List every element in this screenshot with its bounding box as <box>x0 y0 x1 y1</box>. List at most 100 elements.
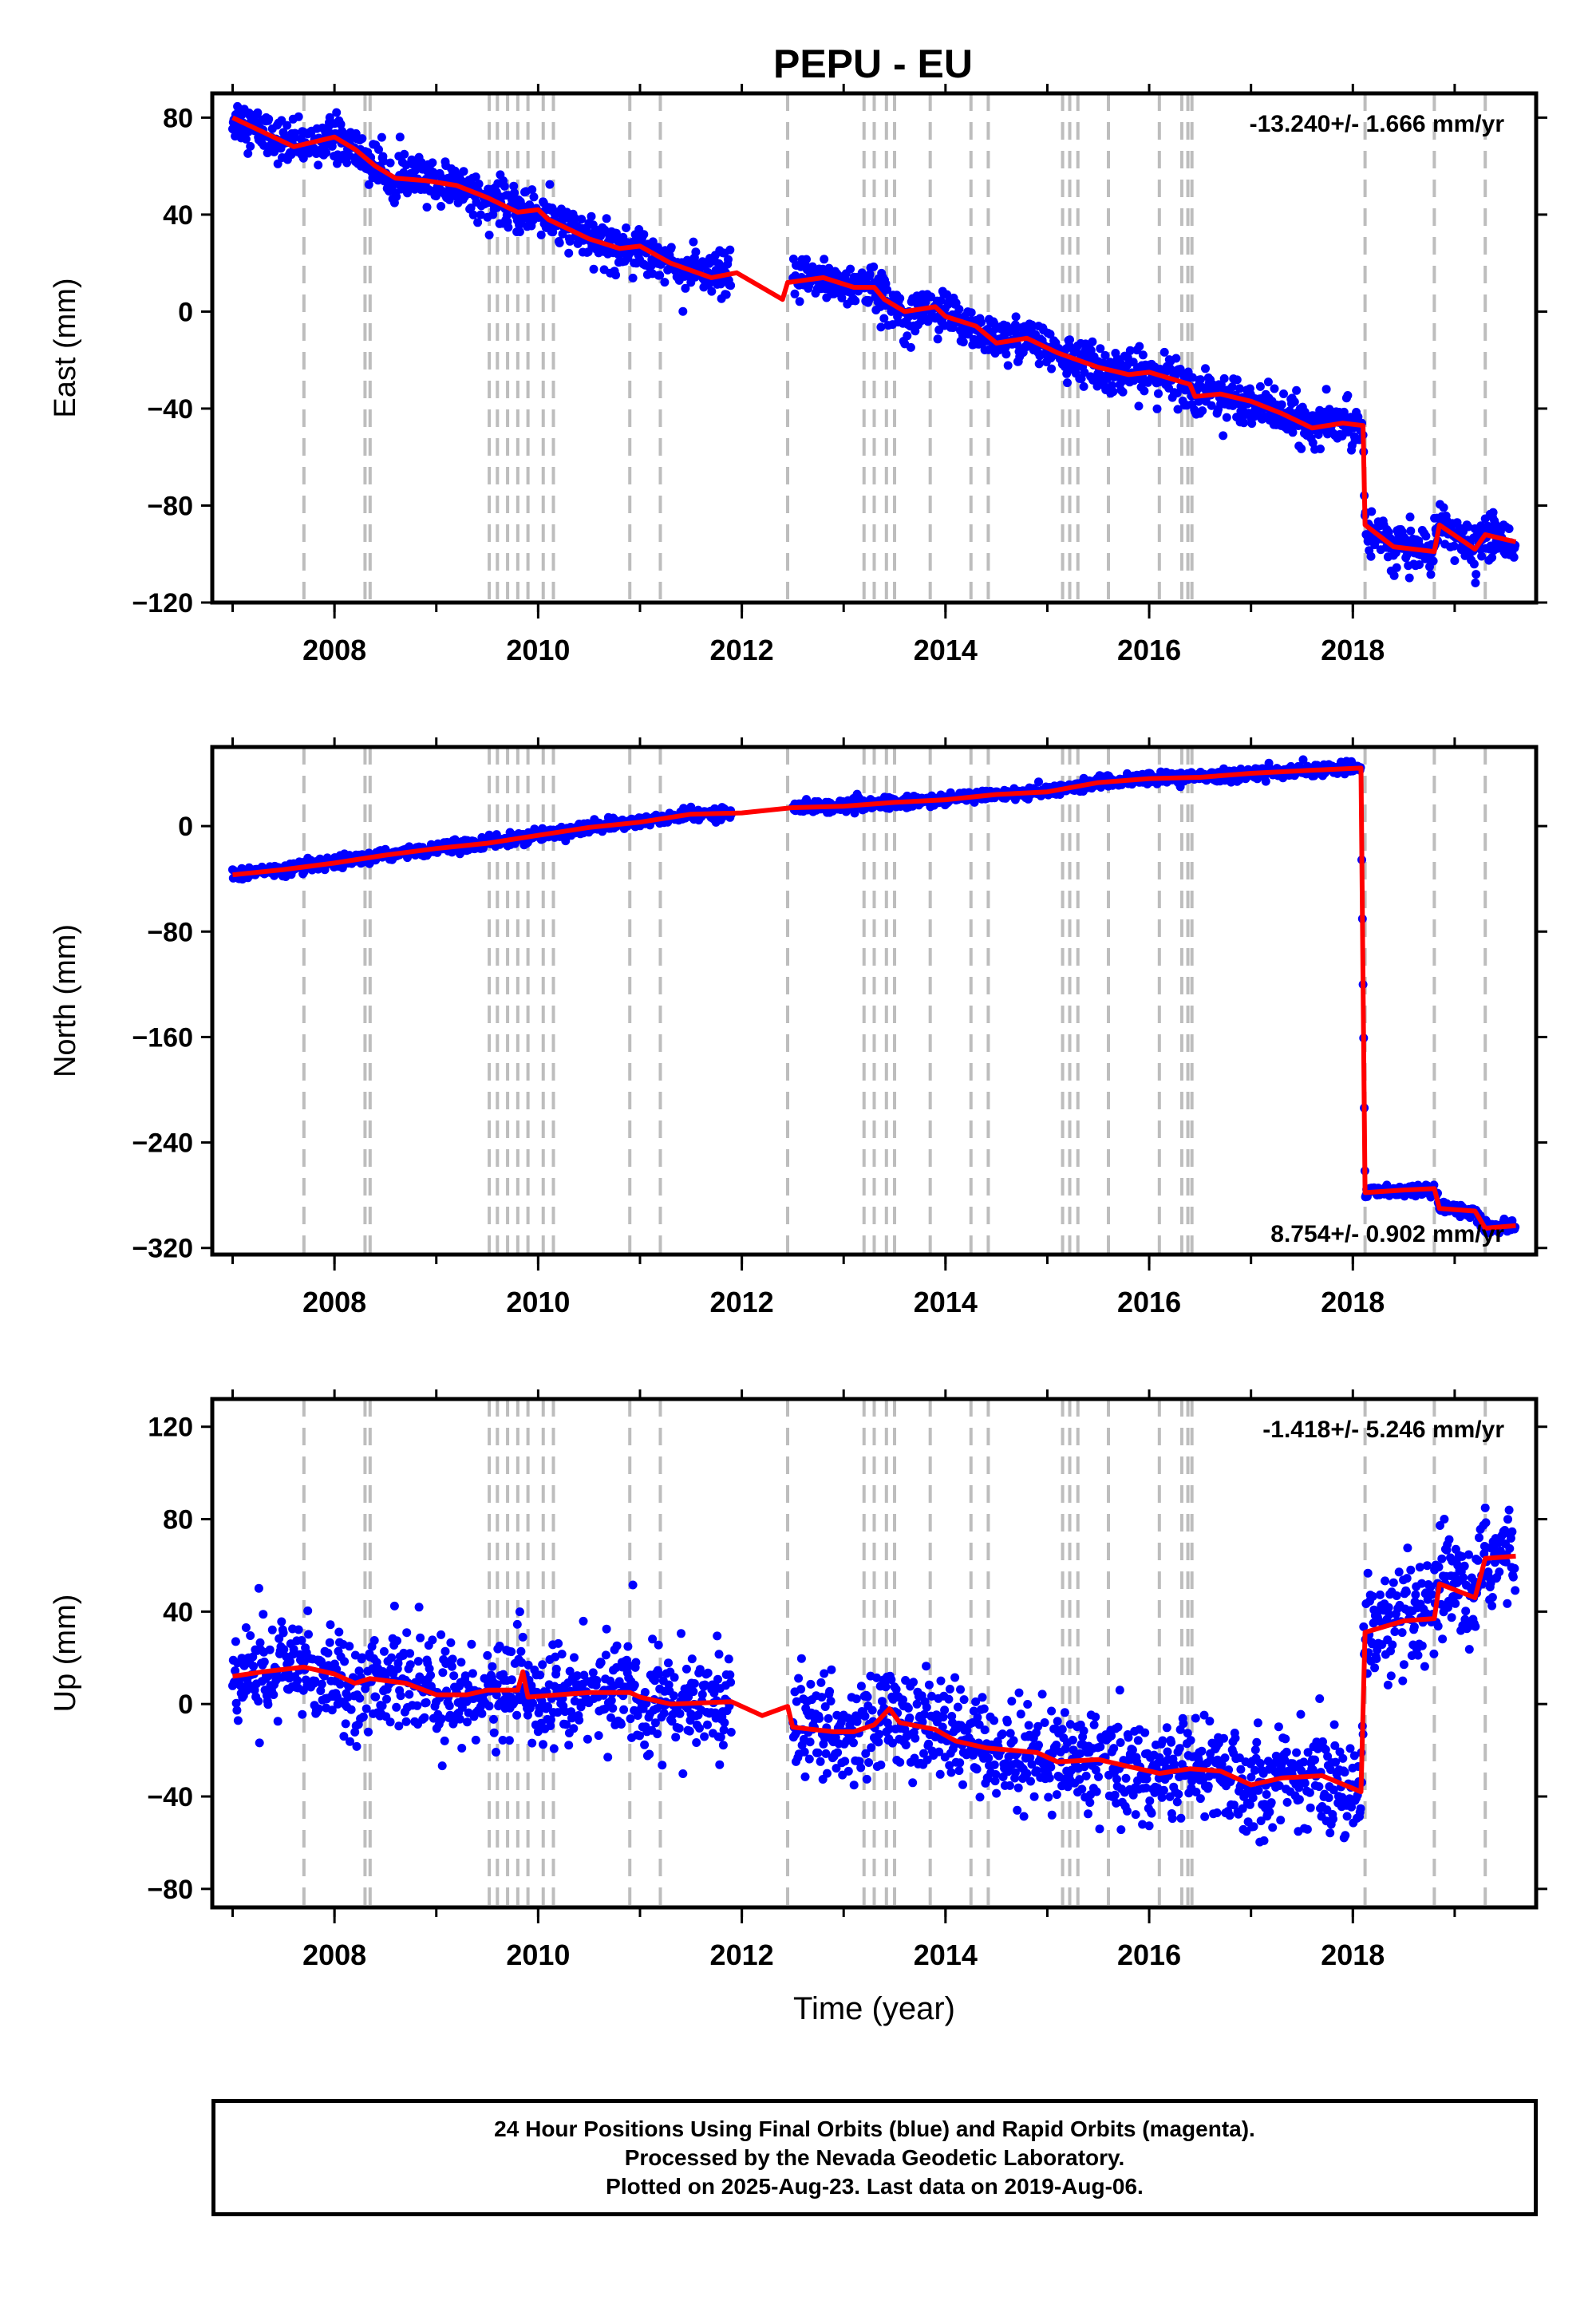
data-point <box>1279 389 1288 398</box>
data-point <box>1011 312 1021 322</box>
x-tick-label: 2018 <box>1321 1286 1385 1318</box>
data-point <box>374 144 383 154</box>
data-point <box>422 203 432 212</box>
data-point <box>840 1757 850 1766</box>
y-axis-label: North (mm) <box>49 924 82 1077</box>
data-point <box>1079 381 1088 391</box>
data-point <box>979 1704 989 1713</box>
data-point <box>492 1748 500 1757</box>
data-point <box>282 121 292 130</box>
data-point <box>392 1702 401 1712</box>
data-point <box>606 1696 616 1705</box>
data-point <box>529 192 539 202</box>
data-point <box>538 1660 547 1670</box>
data-point <box>721 290 731 299</box>
data-point <box>587 211 596 221</box>
data-point <box>369 1636 379 1645</box>
data-point <box>1297 444 1306 453</box>
data-point <box>1428 556 1438 566</box>
data-point <box>241 1623 251 1632</box>
data-point <box>718 1741 728 1750</box>
data-point <box>515 227 524 236</box>
data-point <box>658 1761 667 1770</box>
data-point <box>1464 522 1473 532</box>
data-point <box>507 1647 516 1657</box>
rate-annotation: -13.240+/- 1.666 mm/yr <box>1250 111 1505 137</box>
data-point <box>1263 377 1273 387</box>
data-point <box>626 1714 635 1724</box>
data-point <box>364 180 373 189</box>
data-point <box>700 1680 709 1690</box>
data-point <box>654 1640 663 1650</box>
data-point <box>900 1725 910 1734</box>
data-point <box>456 1658 466 1667</box>
data-point <box>379 156 389 166</box>
data-point <box>977 318 986 327</box>
data-point <box>973 1713 982 1722</box>
data-point <box>294 112 303 121</box>
data-point <box>1290 397 1299 407</box>
data-point <box>861 1749 871 1758</box>
data-point <box>1013 1805 1022 1815</box>
data-point <box>596 1658 606 1667</box>
data-point <box>909 1678 918 1687</box>
data-point <box>685 1726 694 1736</box>
data-point <box>352 1741 361 1751</box>
data-point <box>394 1721 404 1731</box>
data-point <box>895 294 905 303</box>
data-point <box>565 1666 575 1676</box>
data-point <box>1488 508 1498 517</box>
data-point <box>263 1700 273 1709</box>
data-point <box>670 1673 679 1682</box>
data-point <box>551 1664 561 1674</box>
model-line <box>232 765 1516 1231</box>
data-point <box>483 1650 492 1660</box>
data-point <box>1316 445 1325 453</box>
data-point <box>387 1653 397 1662</box>
data-point <box>243 148 253 158</box>
data-point <box>444 1701 454 1710</box>
data-point <box>903 1703 913 1713</box>
x-tick-label: 2018 <box>1321 634 1385 666</box>
data-point <box>399 168 409 177</box>
data-point <box>992 1788 1001 1798</box>
data-point <box>926 292 936 302</box>
data-point <box>867 1705 877 1715</box>
data-point <box>1003 361 1013 370</box>
data-point <box>1450 556 1460 565</box>
data-point <box>512 1619 522 1629</box>
data-point <box>1195 375 1205 385</box>
data-point <box>255 1638 265 1647</box>
data-point <box>393 1636 401 1646</box>
data-point <box>1187 373 1197 382</box>
data-point <box>876 322 886 332</box>
data-point <box>364 1727 373 1737</box>
data-point <box>945 1761 954 1770</box>
data-point <box>342 158 352 168</box>
data-point <box>608 1704 618 1713</box>
y-tick-label: −320 <box>132 1234 193 1264</box>
step-lines <box>302 747 1487 1255</box>
data-point <box>405 1690 414 1699</box>
data-point <box>385 1717 395 1727</box>
data-point <box>1026 1777 1035 1786</box>
data-point <box>340 1657 350 1666</box>
data-point <box>269 1690 279 1699</box>
data-point <box>846 264 855 274</box>
data-point <box>332 1665 342 1674</box>
data-point <box>536 230 546 239</box>
data-point <box>650 1676 660 1686</box>
data-point <box>509 181 519 191</box>
data-point <box>864 1758 874 1767</box>
data-point <box>703 1720 712 1729</box>
data-point <box>856 1682 866 1691</box>
data-point <box>602 214 611 223</box>
data-point <box>804 1754 814 1764</box>
plot-frame <box>210 91 1539 605</box>
x-tick-label: 2014 <box>914 1286 978 1318</box>
data-point <box>518 1632 527 1642</box>
chart-title: PEPU - EU <box>773 41 973 86</box>
data-point <box>849 1738 858 1748</box>
data-point <box>628 273 638 283</box>
data-point <box>527 185 537 195</box>
